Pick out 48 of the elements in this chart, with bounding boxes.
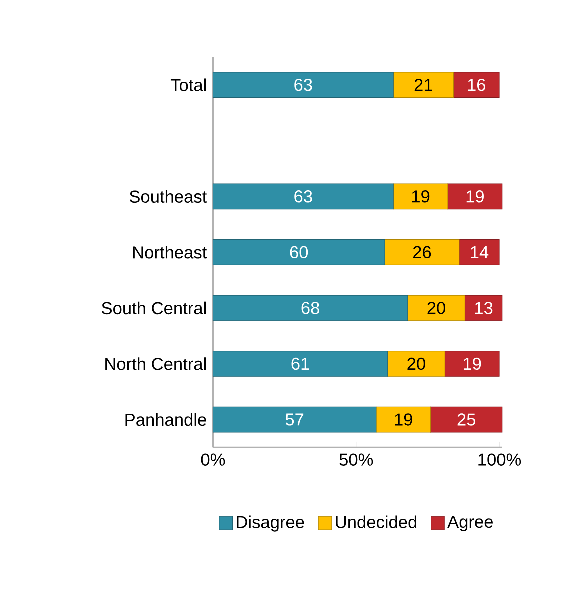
bar <box>444 351 500 377</box>
bar <box>384 240 460 266</box>
bar <box>430 406 503 433</box>
y-tick-label: North Central <box>106 358 206 370</box>
data-label: 25 <box>458 414 476 426</box>
legend-label: Undecided <box>336 516 417 528</box>
x-tick-label: 100% <box>478 454 522 466</box>
data-label: 14 <box>471 246 489 258</box>
y-tick-label: South Central <box>102 302 206 315</box>
y-tick-label: Total <box>170 78 206 92</box>
data-label: 16 <box>468 78 486 92</box>
bar <box>212 72 394 98</box>
data-label: 57 <box>286 414 304 426</box>
data-label: 26 <box>413 246 432 259</box>
legend-label: Disagree <box>237 516 304 532</box>
bar <box>212 240 386 266</box>
data-label: 20 <box>428 302 446 314</box>
bar <box>376 406 432 433</box>
data-label: 60 <box>290 246 308 259</box>
bar <box>448 184 503 210</box>
bar <box>212 184 394 210</box>
y-tick-label: Panhandle <box>126 413 206 426</box>
bar <box>459 240 500 266</box>
bar <box>464 295 503 322</box>
data-label: 21 <box>414 79 432 92</box>
bar <box>212 351 388 377</box>
data-label: 20 <box>408 358 426 370</box>
bar <box>453 72 500 98</box>
data-label: 19 <box>412 190 430 203</box>
data-label: 19 <box>395 414 412 426</box>
bar <box>393 72 454 98</box>
data-label: 63 <box>294 190 312 203</box>
data-label: 19 <box>466 190 484 203</box>
data-label: 61 <box>292 358 310 370</box>
legend-label: Agree <box>448 516 493 532</box>
data-label: 63 <box>294 78 312 92</box>
bar <box>212 406 377 433</box>
bar <box>393 184 448 210</box>
x-tick-label: 50% <box>340 454 374 466</box>
data-label: 68 <box>302 302 320 314</box>
data-label: 19 <box>464 358 482 370</box>
bar <box>408 295 466 322</box>
bar <box>212 295 408 322</box>
bar <box>388 351 446 377</box>
y-tick-label: Northeast <box>133 246 208 259</box>
y-tick-label: Southeast <box>130 190 208 204</box>
x-tick-label: 0% <box>201 454 226 466</box>
data-label: 13 <box>475 302 493 314</box>
